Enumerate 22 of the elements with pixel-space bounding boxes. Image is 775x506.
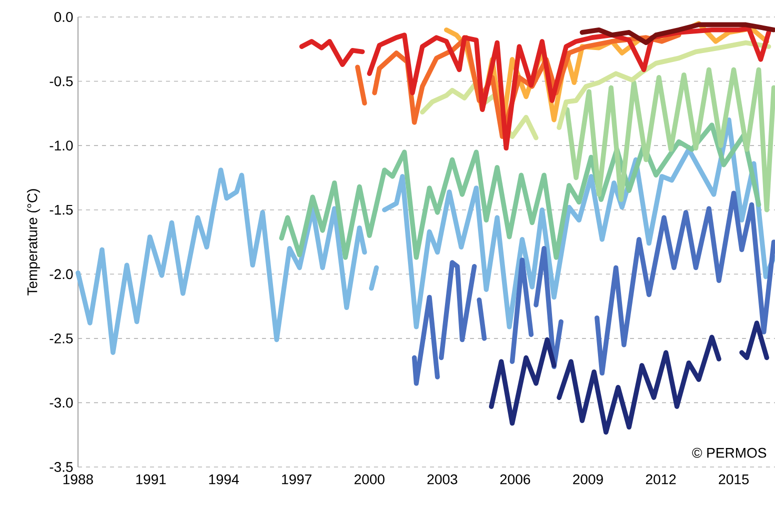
y-tick-label: -3.5 (50, 462, 73, 472)
y-axis-title: Temperature (°C) (26, 189, 40, 296)
y-tick-label: -3.0 (50, 398, 73, 408)
x-tick-label: 1997 (282, 474, 312, 484)
x-tick-label: 2000 (354, 474, 384, 484)
annotation: © PERMOS (692, 448, 766, 458)
x-tick-label: 2006 (500, 474, 530, 484)
line-series (564, 67, 775, 212)
x-tick-label: 1994 (209, 474, 239, 484)
y-tick-label: -2.0 (50, 269, 73, 280)
x-tick-label: 2012 (646, 474, 676, 484)
y-tick-label: -0.5 (50, 76, 73, 86)
x-tick-label: 2009 (573, 474, 603, 484)
y-tick-label: 0.0 (54, 12, 73, 22)
y-tick-label: -1.0 (50, 140, 73, 151)
y-tick-label: -2.5 (50, 333, 73, 344)
x-tick-label: 1988 (64, 474, 93, 484)
x-tick-label: 2003 (427, 474, 458, 484)
line-series (279, 122, 762, 260)
y-tick-label: -1.5 (50, 204, 73, 215)
x-tick-label: 1991 (136, 474, 166, 484)
x-tick-label: 2015 (718, 474, 749, 484)
